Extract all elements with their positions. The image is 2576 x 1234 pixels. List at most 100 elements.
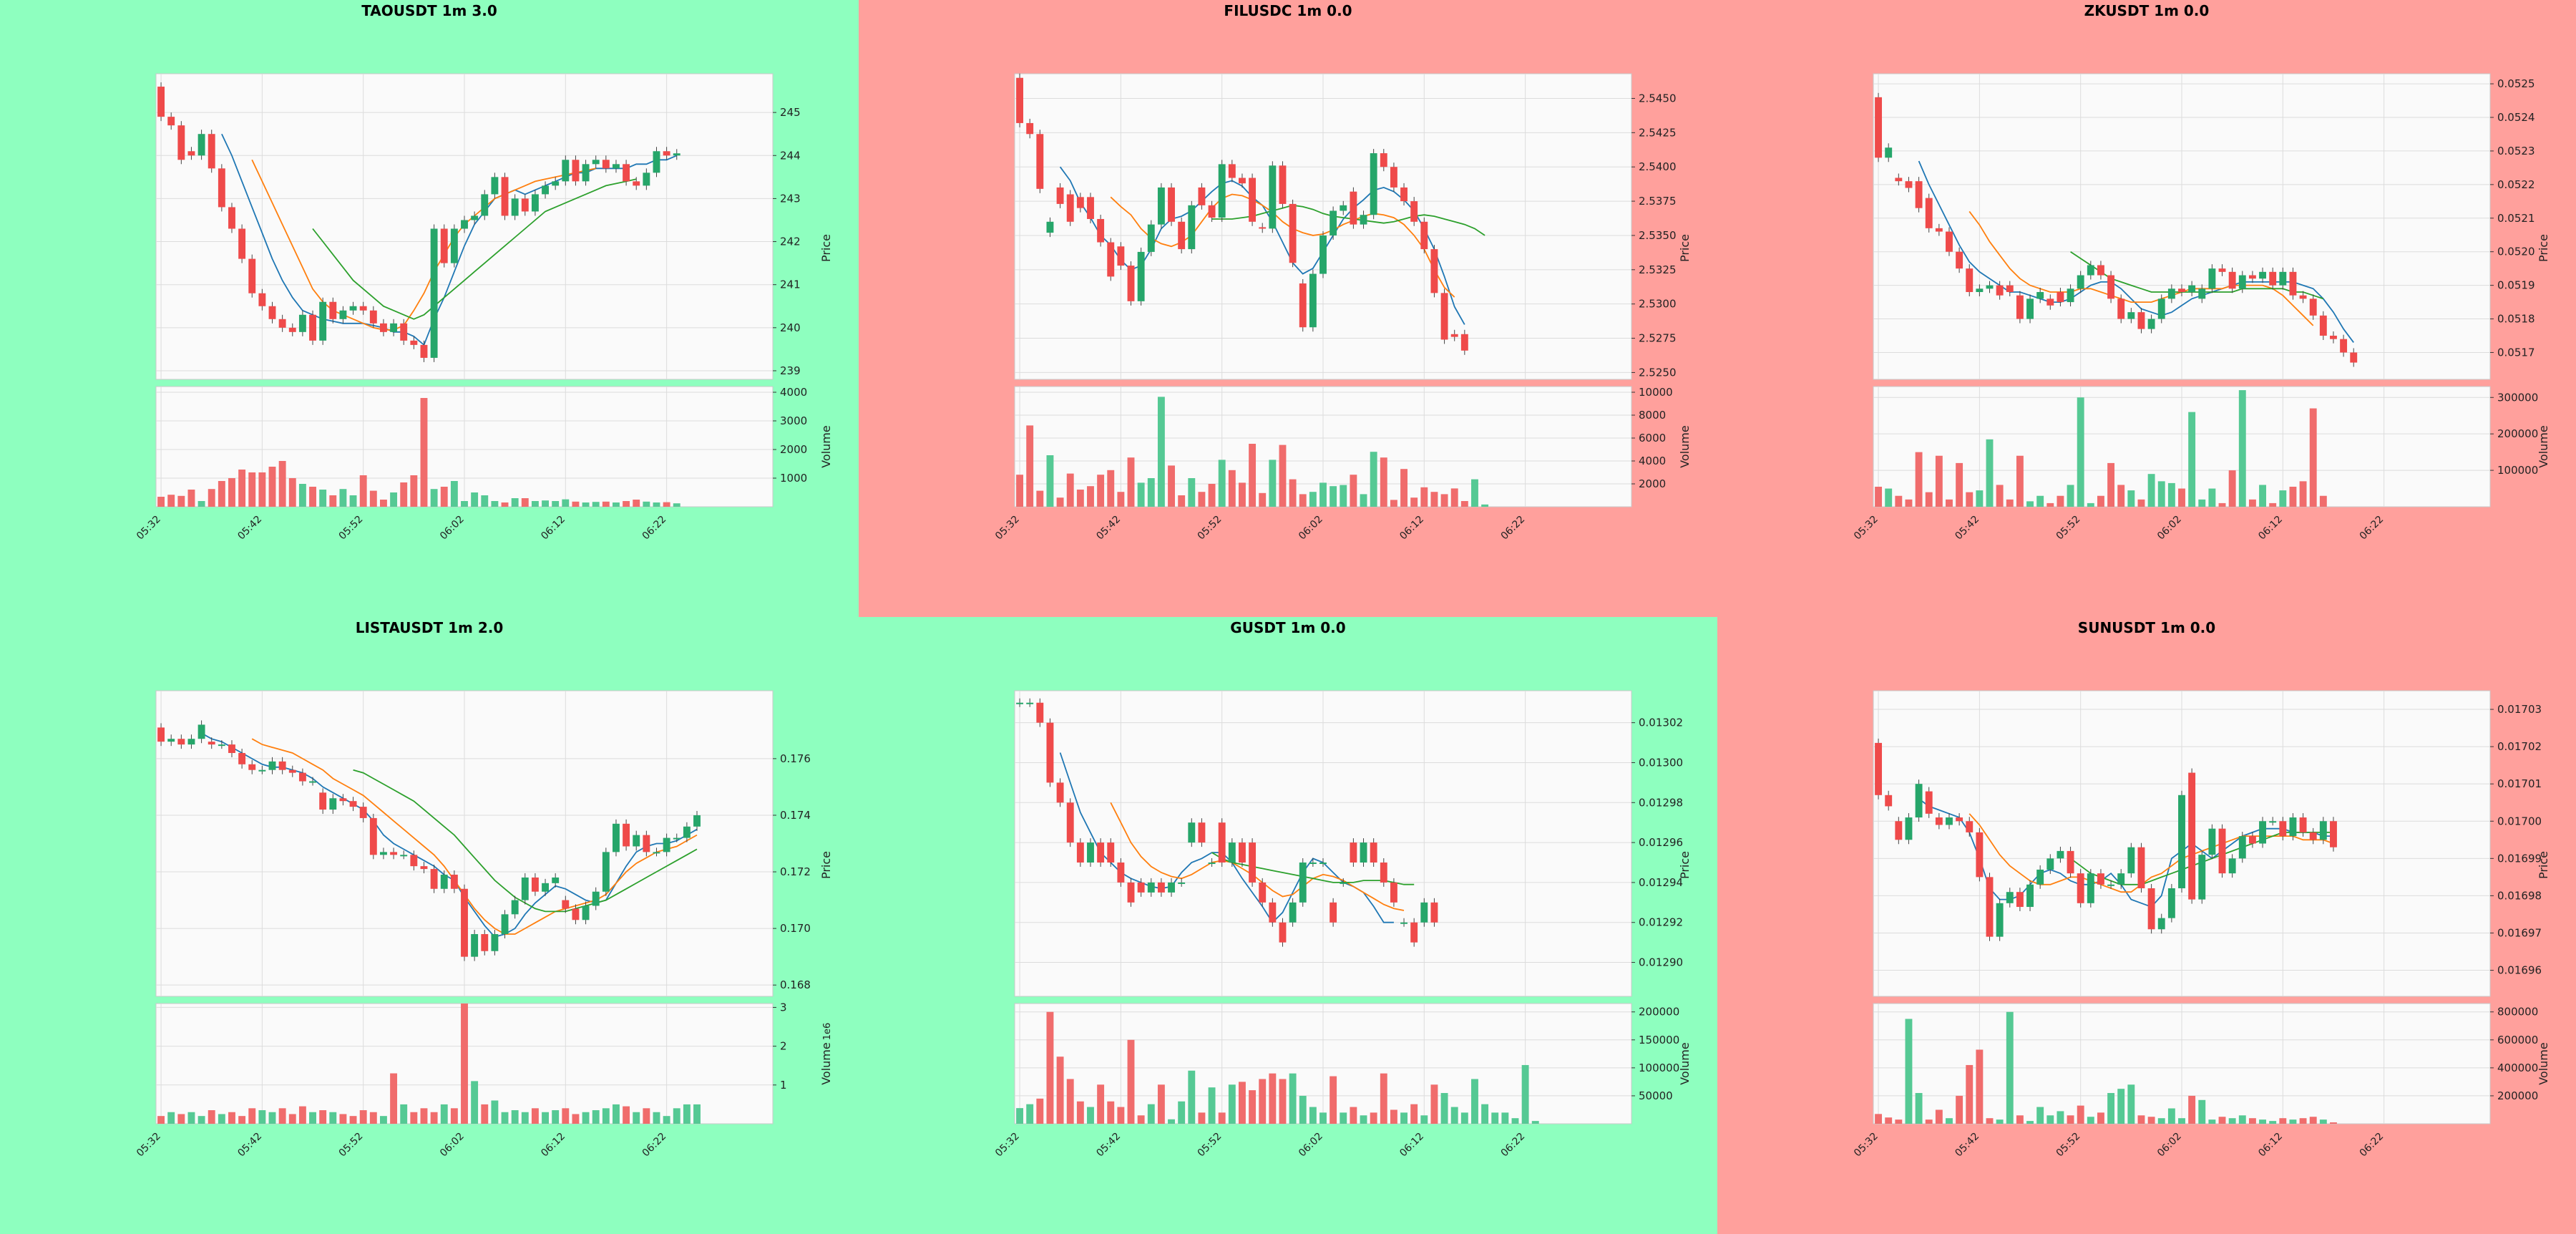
price-tick-label: 0.0523 [2497, 145, 2535, 157]
volume-bar [2198, 1099, 2206, 1124]
volume-bar [1450, 488, 1458, 507]
volume-bar [2107, 1093, 2115, 1124]
candle [1228, 838, 1236, 868]
candle [1390, 878, 1397, 907]
candle [359, 301, 367, 315]
volume-bar [461, 1004, 468, 1124]
volume-bar [1107, 1101, 1115, 1124]
volume-bar [278, 461, 286, 507]
candle [2289, 267, 2297, 300]
candle [1319, 858, 1327, 868]
candle [1087, 193, 1094, 223]
candle [1016, 73, 1024, 127]
candle [2259, 267, 2266, 283]
candle [1885, 143, 1893, 162]
price-tick-label: 2.5350 [1639, 229, 1677, 242]
candle [1259, 223, 1267, 233]
volume-bar [633, 500, 640, 507]
volume-tick-label: 1 [780, 1079, 787, 1092]
candle [521, 194, 529, 216]
volume-bar [1935, 455, 1943, 507]
volume-bar [1440, 494, 1448, 507]
volume-bar [1198, 492, 1206, 507]
x-tick-label: 05:42 [235, 1131, 264, 1160]
candle [298, 768, 306, 786]
volume-bar [369, 1112, 377, 1124]
candle [1430, 245, 1438, 298]
x-tick-label: 06:12 [2256, 1131, 2285, 1160]
volume-bar [511, 498, 519, 507]
candle [2218, 264, 2226, 276]
volume-bar [643, 501, 650, 507]
price-tick-label: 242 [780, 235, 801, 248]
chart-svg: LISTAUSDT 1m 2.0 05:32 05:42 05:52 06:02 06:1… [135, 619, 833, 1160]
candle [400, 850, 408, 860]
candle [2167, 883, 2175, 923]
volume-bar [613, 1104, 620, 1124]
candle [288, 323, 296, 336]
x-tick-label: 06:22 [640, 1131, 669, 1160]
candle [167, 734, 175, 747]
volume-bar [1056, 1056, 1064, 1124]
x-tick-label: 05:42 [235, 514, 264, 543]
candle [2188, 281, 2196, 296]
volume-bar [653, 1112, 660, 1124]
candle [1016, 698, 1024, 707]
price-tick-label: 0.01294 [1639, 876, 1683, 889]
volume-bar [653, 502, 660, 507]
candle [1875, 92, 1883, 162]
volume-bar [208, 489, 215, 507]
volume-bar [1157, 1084, 1165, 1124]
candle [1996, 281, 2004, 300]
candle [471, 930, 479, 961]
volume-bar [359, 1110, 367, 1124]
volume-bar [1330, 486, 1337, 507]
candle [187, 734, 195, 749]
volume-bar [1016, 475, 1024, 507]
volume-bar [643, 1108, 650, 1124]
volume-bar [2248, 1118, 2256, 1124]
volume-bar [663, 502, 670, 507]
chart-svg: TAOUSDT 1m 3.0 05:32 05:42 05:52 06:02 06:12 0… [135, 2, 833, 543]
volume-axis-label: Volume [2537, 425, 2550, 468]
volume-bar [440, 487, 448, 507]
candle [238, 224, 246, 263]
volume-bar [359, 475, 367, 507]
volume-bar [1269, 1073, 1277, 1124]
volume-tick-label: 200000 [1639, 1006, 1679, 1019]
volume-bar [380, 1116, 387, 1124]
price-tick-label: 0.01296 [1639, 836, 1683, 849]
volume-bar [1380, 457, 1387, 507]
volume-bar [1289, 479, 1297, 507]
candle [359, 802, 367, 822]
price-tick-label: 240 [780, 321, 801, 334]
price-tick-label: 244 [780, 149, 801, 162]
candle [1330, 898, 1337, 927]
x-tick-label: 05:32 [135, 1131, 163, 1160]
candle [238, 748, 246, 769]
candle [1956, 247, 1963, 273]
volume-bar [1986, 1118, 1994, 1124]
price-tick-label: 0.01702 [2497, 740, 2542, 753]
volume-bar [2157, 481, 2165, 507]
price-tick-label: 2.5400 [1639, 160, 1677, 173]
volume-bar [1036, 490, 1044, 507]
candle [380, 319, 387, 336]
candle [1056, 778, 1064, 807]
candle [2218, 824, 2226, 878]
volume-bar [1319, 1112, 1327, 1124]
candle [380, 847, 387, 860]
candle [157, 82, 165, 122]
candle [1249, 838, 1257, 887]
candle [329, 297, 337, 324]
x-tick-label: 05:32 [993, 1131, 1022, 1160]
volume-bar [1087, 1107, 1094, 1124]
candle [683, 822, 691, 842]
volume-bar [1249, 1090, 1257, 1124]
candle [1935, 813, 1943, 830]
candle [1400, 183, 1407, 206]
candle [2350, 348, 2358, 367]
price-tick-label: 0.0520 [2497, 246, 2535, 258]
volume-bar [2137, 1115, 2145, 1124]
candle [1986, 873, 1994, 941]
